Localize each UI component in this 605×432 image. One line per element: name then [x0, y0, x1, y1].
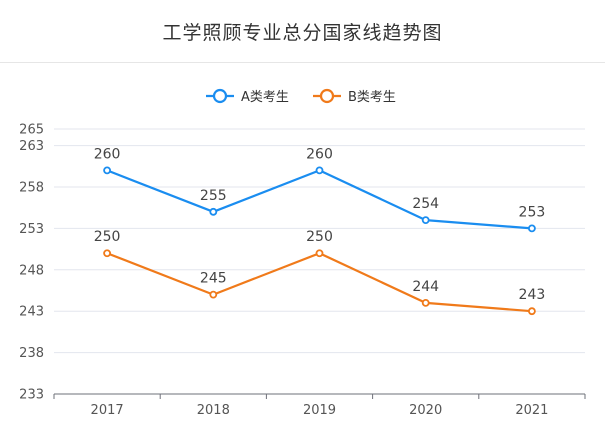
data-label: 253: [519, 204, 546, 220]
data-label: 243: [519, 287, 546, 303]
legend-marker-2: [319, 88, 335, 104]
data-point: [209, 290, 218, 299]
data-point: [315, 249, 324, 258]
data-point: [209, 207, 218, 216]
data-label: 250: [94, 229, 121, 245]
legend-label-2: B类考生: [348, 90, 396, 105]
data-label: 245: [200, 271, 227, 287]
y-tick-label: 238: [19, 346, 44, 361]
chart-header: 工学照顾专业总分国家线趋势图: [0, 0, 605, 63]
data-point: [103, 166, 111, 175]
data-label: 260: [306, 146, 333, 162]
data-point: [315, 166, 324, 175]
x-tick-label: 2018: [197, 403, 230, 418]
y-tick-label: 233: [19, 388, 44, 403]
data-point: [528, 224, 536, 233]
series-line-2: [106, 252, 532, 313]
x-tick-label: 2021: [515, 403, 548, 418]
y-tick-label: 263: [19, 139, 44, 154]
y-tick-label: 243: [19, 305, 44, 320]
y-tick-label: 258: [19, 180, 44, 195]
legend-label-1: A类考生: [241, 90, 289, 105]
series-line-1: [106, 169, 532, 230]
data-point: [421, 299, 430, 307]
x-tick-label: 2017: [91, 403, 124, 418]
data-label: 250: [306, 229, 333, 245]
y-tick-label: 248: [19, 263, 44, 278]
y-tick-label: 265: [19, 123, 44, 138]
data-point: [103, 249, 111, 258]
y-tick-label: 253: [19, 222, 44, 237]
data-label: 244: [412, 279, 439, 295]
x-tick-label: 2020: [409, 403, 442, 418]
x-tick-label: 2019: [303, 403, 336, 418]
data-point: [528, 307, 536, 316]
legend-marker-1: [212, 88, 228, 104]
chart-title: 工学照顾专业总分国家线趋势图: [162, 21, 443, 44]
data-label: 254: [412, 196, 439, 212]
data-point: [421, 216, 430, 224]
data-label: 255: [200, 188, 227, 204]
data-label: 260: [94, 146, 121, 162]
